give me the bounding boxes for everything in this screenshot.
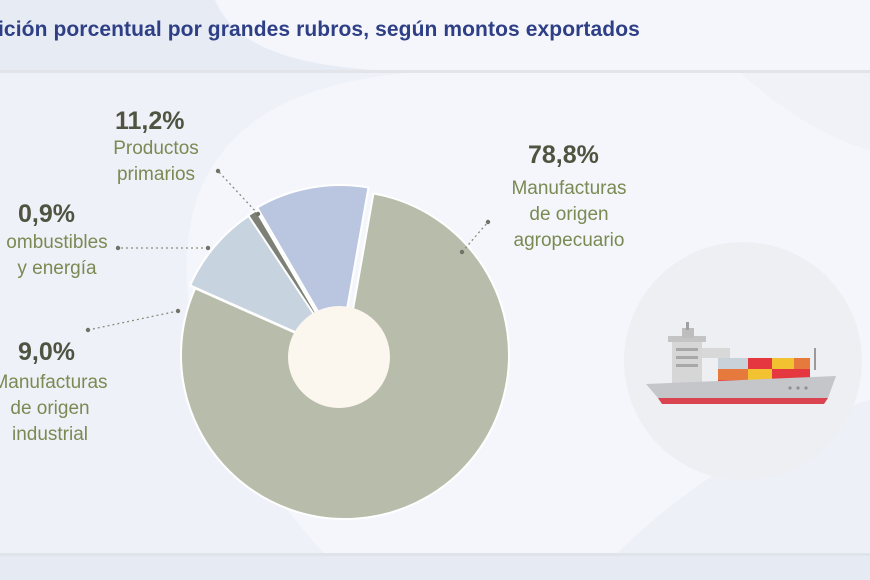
category-label-manufacturas-agropecuario: Manufacturas de origen agropecuario <box>502 176 636 254</box>
category-label-line: y energía <box>17 258 97 279</box>
category-label-line: Manufacturas <box>0 372 108 393</box>
category-label-combustibles: ombustibles y energía <box>0 230 116 282</box>
leader-dot <box>485 219 491 225</box>
value-label-productos-primarios: 11,2% <box>115 107 185 135</box>
value-label-manufacturas-industrial: 9,0% <box>18 338 75 366</box>
leader-dot <box>175 308 181 314</box>
leader-dot <box>85 327 91 333</box>
category-label-line: agropecuario <box>513 230 625 251</box>
title-divider <box>0 70 870 73</box>
donut-hole <box>288 306 390 408</box>
category-label-line: de origen <box>10 398 90 419</box>
category-label-line: industrial <box>11 424 89 445</box>
category-label-line: Productos <box>113 138 199 159</box>
cargo-ship-icon <box>646 322 836 404</box>
category-label-line: primarios <box>116 164 196 185</box>
leader-dot <box>115 245 121 251</box>
leader-dot <box>255 211 261 217</box>
leader-line-productos-primarios <box>217 170 259 215</box>
category-label-manufacturas-industrial: Manufacturas de origen industrial <box>0 370 112 448</box>
leader-dot <box>459 249 465 255</box>
category-label-line: Manufacturas <box>511 178 627 199</box>
leader-dot <box>215 168 221 174</box>
chart-title: ición porcentual por grandes rubros, seg… <box>0 18 640 41</box>
leader-dot <box>205 245 211 251</box>
leader-line-manufacturas-industrial <box>87 310 179 331</box>
value-label-manufacturas-agropecuario: 78,8% <box>528 141 599 169</box>
category-label-line: de origen <box>529 204 609 225</box>
panel-divider <box>0 553 870 556</box>
category-label-productos-primarios: Productos primarios <box>105 136 207 188</box>
category-label-line: ombustibles <box>6 232 108 253</box>
leader-line-manufacturas-agropecuario <box>461 221 489 253</box>
value-label-combustibles: 0,9% <box>18 200 75 228</box>
